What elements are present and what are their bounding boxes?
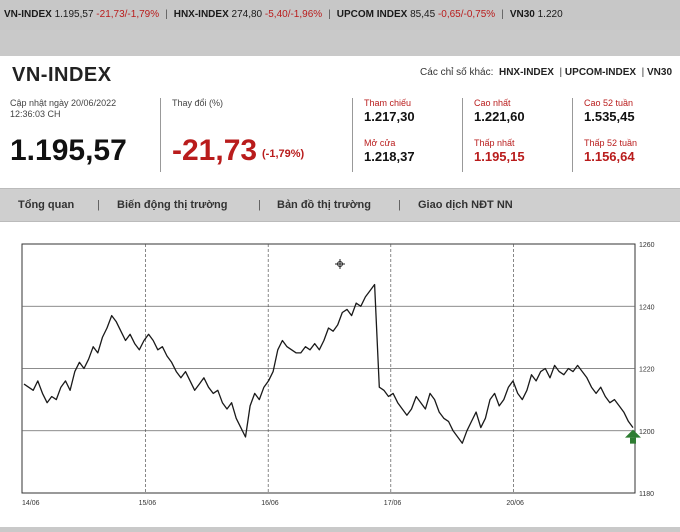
tab-bar: Tổng quan | Biến động thị trường | Bản đ…	[0, 188, 680, 222]
up-arrow-icon	[630, 437, 636, 444]
index-ticker-bar: VN-INDEX 1.195,57 -21,73/-1,79% | HNX-IND…	[0, 0, 680, 30]
divider	[160, 98, 161, 172]
stat-reference: Tham chiếu 1.217,30	[364, 98, 415, 124]
divider	[572, 98, 573, 172]
change-label: Thay đổi (%)	[172, 98, 224, 108]
update-clock: 12:36:03 CH	[10, 109, 61, 119]
tab-foreign-trading[interactable]: Giao dịch NĐT NN	[418, 199, 513, 211]
stat-low-52w: Thấp 52 tuần 1.156,64	[584, 138, 638, 164]
divider	[462, 98, 463, 172]
index-value: 1.195,57	[10, 134, 127, 167]
change-value: -21,73	[172, 134, 258, 167]
y-tick-label: 1240	[639, 304, 655, 311]
divider	[352, 98, 353, 172]
y-tick-label: 1220	[639, 367, 655, 374]
link-hnx-index[interactable]: HNX-INDEX	[498, 67, 554, 78]
y-tick-label: 1200	[639, 429, 655, 436]
update-time: Cập nhật ngày 20/06/2022 12:36:03 CH	[10, 98, 116, 120]
x-tick-label: 14/06	[22, 500, 40, 507]
y-tick-label: 1260	[639, 242, 655, 249]
ticker-item[interactable]: HNX-INDEX 274,80 -5,40/-1,96%	[173, 9, 323, 20]
series-line	[23, 283, 634, 444]
link-upcom-index[interactable]: UPCOM-INDEX	[564, 67, 637, 78]
other-indices: Các chỉ số khác: HNX-INDEX | UPCOM-INDEX…	[420, 67, 672, 78]
tab-overview[interactable]: Tổng quan	[18, 199, 75, 211]
update-date: Cập nhật ngày 20/06/2022	[10, 98, 117, 108]
other-indices-label: Các chỉ số khác:	[420, 67, 494, 78]
page-title: VN-INDEX	[12, 64, 112, 86]
line-chart[interactable]: 1180 1200 1220 1240 1260 14/06 15/06 16/06 17/06…	[0, 228, 680, 527]
tab-market-map[interactable]: Bản đồ thị trường	[277, 199, 371, 211]
x-tick-label: 20/06	[506, 500, 524, 507]
ticker-item[interactable]: VN30 1.220	[509, 9, 563, 20]
x-tick-label: 17/06	[384, 500, 402, 507]
y-tick-label: 1180	[639, 491, 654, 498]
link-vn30[interactable]: VN30	[646, 67, 672, 78]
tab-market-movement[interactable]: Biến động thị trường	[117, 199, 228, 211]
index-panel: VN-INDEX Các chỉ số khác: HNX-INDEX | UP…	[0, 56, 680, 527]
index-chart[interactable]: 1180 1200 1220 1240 1260 14/06 15/06 16/06 17/06…	[0, 228, 680, 527]
x-tick-label: 16/06	[261, 500, 279, 507]
up-arrow-icon	[625, 429, 641, 438]
change-percent: (-1,79%)	[262, 148, 305, 160]
x-tick-label: 15/06	[139, 500, 157, 507]
stat-high: Cao nhất 1.221,60	[474, 98, 525, 124]
stat-low: Thấp nhất 1.195,15	[474, 138, 525, 164]
stat-open: Mở cửa 1.218,37	[364, 138, 415, 164]
ticker-item[interactable]: UPCOM INDEX 85,45 -0,65/-0,75%	[336, 9, 496, 20]
ticker-item[interactable]: VN-INDEX 1.195,57 -21,73/-1,79%	[4, 9, 160, 20]
stat-high-52w: Cao 52 tuần 1.535,45	[584, 98, 635, 124]
crosshair-icon	[337, 261, 343, 267]
